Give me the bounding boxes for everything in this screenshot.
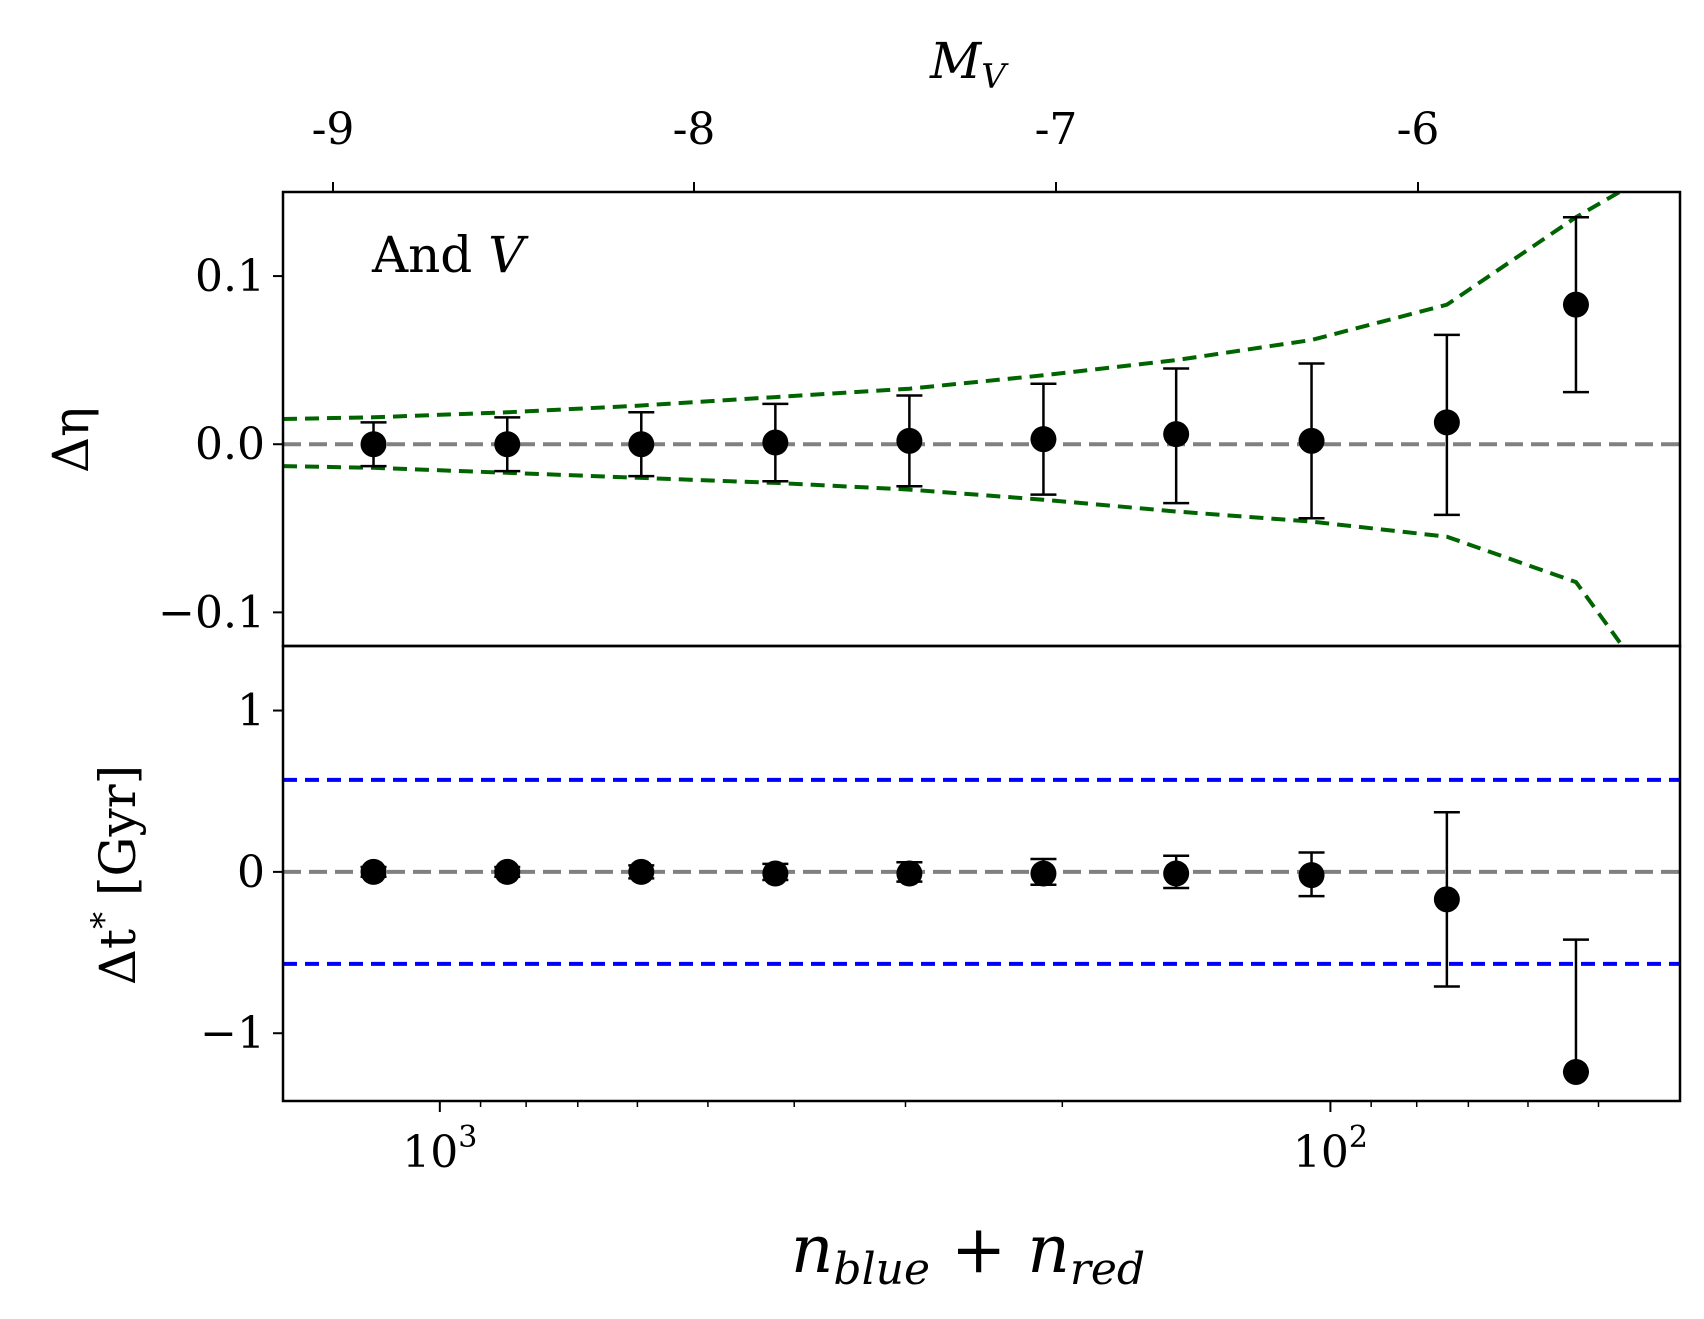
bottom-data-point: [762, 860, 789, 887]
bottom-data-point: [1298, 862, 1325, 889]
bottom-data-point: [1030, 860, 1057, 887]
bottom-data-point: [1562, 1058, 1589, 1085]
x-tick-label: 103: [402, 1120, 477, 1178]
top-data-point: [628, 431, 655, 458]
envelope-lower: [283, 464, 1625, 646]
top-axis-label: MV: [929, 32, 1009, 97]
top-data-point: [896, 427, 923, 454]
top-ytick-label: 0.0: [195, 419, 265, 470]
bottom-data-point: [1163, 860, 1190, 887]
x-tick-label: 102: [1293, 1120, 1368, 1178]
top-data-point: [1298, 427, 1325, 454]
bottom-data-point: [1433, 886, 1460, 913]
top-axis-tick-label: -6: [1397, 104, 1440, 155]
top-data-point: [1163, 421, 1190, 448]
x-axis-label: nblue + nred: [791, 1211, 1145, 1295]
top-ytick-label: 0.1: [195, 251, 265, 302]
top-data-point: [1433, 409, 1460, 436]
bottom-panel-frame: [281, 644, 1682, 1103]
bottom-panel-ylabel: Δt* [Gyr]: [84, 765, 147, 985]
top-data-point: [494, 431, 521, 458]
bottom-panel: 1 0 −1 103 102: [200, 644, 1682, 1178]
top-data-point: [360, 431, 387, 458]
bottom-ytick-label: 0: [237, 847, 265, 898]
top-panel: 0.1 0.0 −0.1 -9 -8 -7 -6: [158, 104, 1682, 648]
top-data-point: [762, 429, 789, 456]
top-data-point: [1562, 291, 1589, 318]
labels: And V MV Δη Δt* [Gyr] nblue + nred: [42, 32, 1145, 1295]
top-ytick-label: −0.1: [158, 587, 265, 638]
bottom-data-point: [628, 858, 655, 885]
top-data-point: [1030, 426, 1057, 453]
bottom-data-point: [360, 858, 387, 885]
top-axis-tick-label: -9: [312, 104, 355, 155]
bottom-ytick-label: −1: [200, 1008, 265, 1059]
top-axis-tick-label: -7: [1035, 104, 1078, 155]
bottom-data-point: [494, 858, 521, 885]
bottom-ytick-label: 1: [237, 686, 265, 737]
envelope-upper: [283, 192, 1624, 421]
top-axis-tick-label: -8: [673, 104, 716, 155]
bottom-data-point: [896, 860, 923, 887]
top-panel-ylabel: Δη: [42, 407, 100, 473]
annotation-label: And V: [371, 226, 529, 284]
